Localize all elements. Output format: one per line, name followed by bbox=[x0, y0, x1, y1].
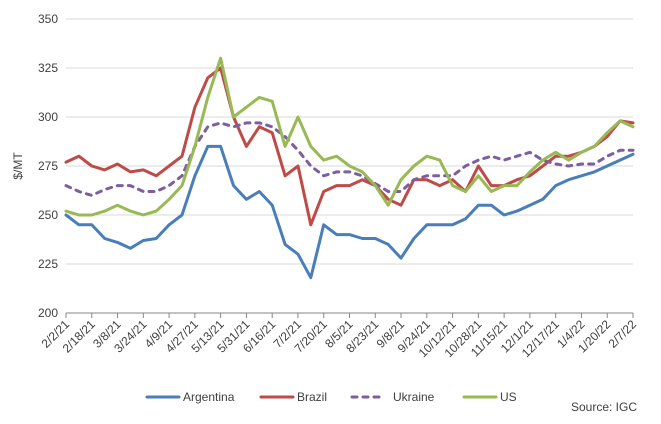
legend: Argentina Brazil Ukraine US bbox=[145, 390, 517, 404]
series-line-ukraine bbox=[64, 121, 635, 197]
y-tick-label: 275 bbox=[38, 159, 58, 173]
legend-item-us: US bbox=[462, 390, 517, 404]
y-tick-label: 200 bbox=[38, 306, 58, 320]
legend-label: US bbox=[500, 390, 517, 404]
series-line-us bbox=[64, 56, 635, 217]
y-tick-label: 300 bbox=[38, 110, 58, 124]
y-axis-label: $/MT bbox=[11, 152, 25, 180]
series-lines bbox=[64, 56, 635, 280]
y-tick-label: 350 bbox=[38, 12, 58, 26]
legend-label: Brazil bbox=[297, 390, 327, 404]
legend-label: Argentina bbox=[183, 390, 235, 404]
legend-item-brazil: Brazil bbox=[259, 390, 327, 404]
y-tick-label: 225 bbox=[38, 257, 58, 271]
x-axis: 2/2/212/18/213/8/213/24/214/9/214/27/215… bbox=[39, 312, 640, 360]
gridlines bbox=[66, 18, 633, 265]
legend-item-ukraine: Ukraine bbox=[350, 390, 435, 404]
y-tick-label: 250 bbox=[38, 208, 58, 222]
legend-item-argentina: Argentina bbox=[145, 390, 235, 404]
legend-label: Ukraine bbox=[393, 390, 435, 404]
series-line-argentina bbox=[64, 144, 635, 280]
series-line-brazil bbox=[64, 66, 635, 227]
y-tick-label: 325 bbox=[38, 61, 58, 75]
source-note: Source: IGC bbox=[571, 400, 637, 414]
x-tick-label: 2/7/22 bbox=[606, 317, 640, 351]
y-axis: 200 225 250 275 300 325 350 bbox=[38, 12, 58, 320]
